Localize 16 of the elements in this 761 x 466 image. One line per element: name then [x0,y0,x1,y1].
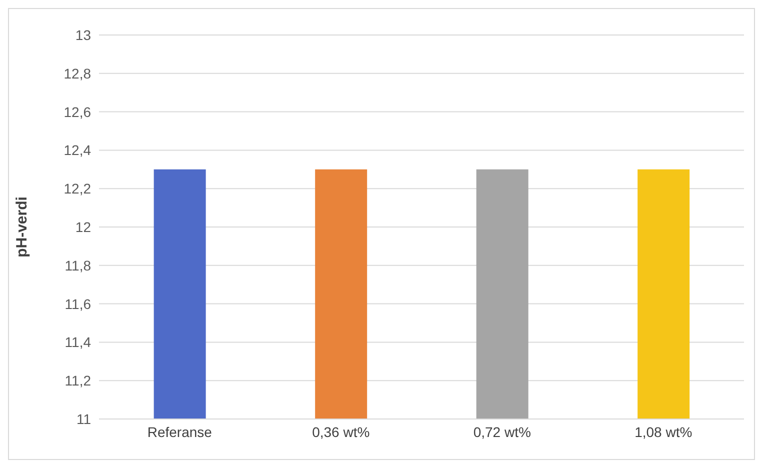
y-tick-label: 12,4 [64,142,92,158]
x-tick-label: Referanse [147,424,212,440]
y-tick-label: 11,6 [64,296,92,312]
y-tick-label: 11,4 [64,334,92,350]
y-tick-label: 12,6 [64,104,92,120]
y-tick-label: 13 [75,26,92,43]
y-tick-label: 12 [75,218,92,235]
y-tick-label: 11 [76,410,92,427]
y-axis-title: pH-verdi [13,196,30,258]
y-tick-label: 11,8 [64,257,92,274]
x-tick-label: 0,72 wt% [473,424,531,440]
x-tick-label: 0,36 wt% [312,424,370,440]
x-tick-label: 1,08 wt% [634,424,692,440]
y-tick-label: 12,8 [64,65,92,82]
y-tick-label: 12,2 [64,180,92,197]
y-tick-label: 11,2 [64,372,92,389]
